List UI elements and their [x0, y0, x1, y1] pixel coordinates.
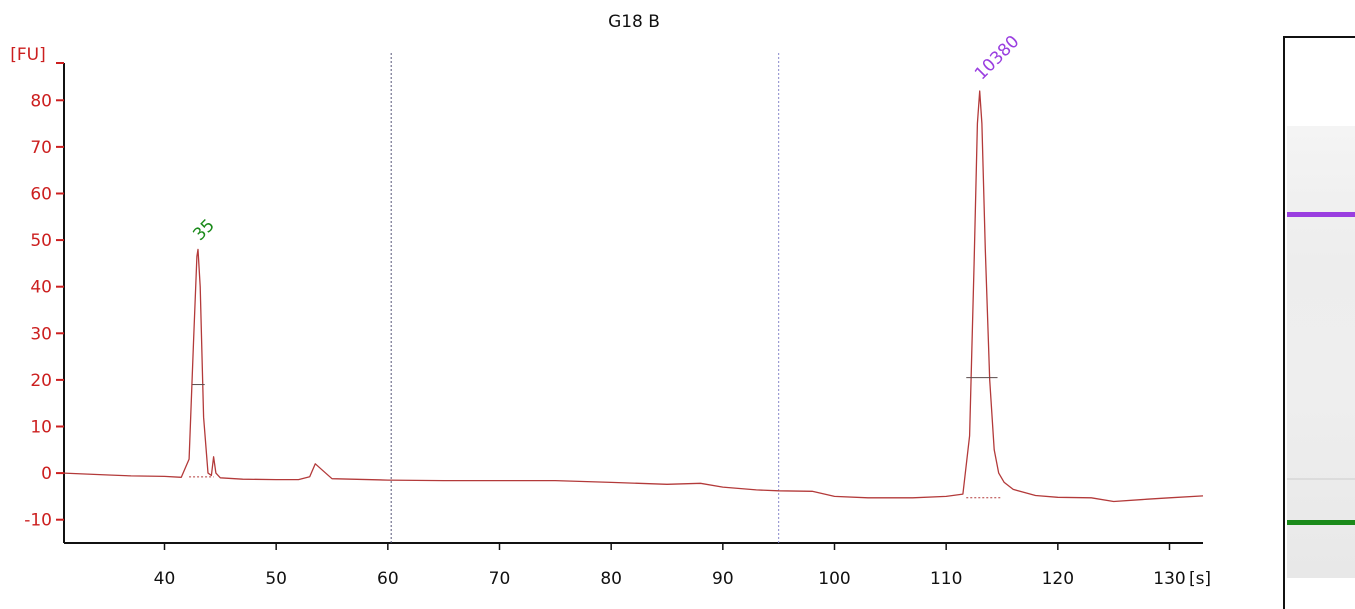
- y-tick-label: 20: [30, 371, 52, 391]
- y-tick-label: 30: [30, 324, 52, 344]
- x-tick-label: 60: [377, 569, 399, 589]
- electropherogram-chart: G18 B [FU] [s] -10 0 10 20 30 40 50 60 70 80 40 50 6…: [10, 12, 1211, 589]
- x-tick-label: 120: [1042, 569, 1074, 589]
- gel-band-upper-marker: [1287, 212, 1355, 217]
- y-tick-label: 50: [30, 231, 52, 251]
- x-tick-label: 80: [600, 569, 622, 589]
- gel-band-lower-marker: [1287, 520, 1355, 525]
- x-tick-label: 70: [489, 569, 511, 589]
- y-tick-label: 80: [30, 91, 52, 111]
- fluorescence-trace: [63, 90, 1204, 503]
- y-axis-unit-label: [FU]: [10, 45, 46, 65]
- gel-lane-background: [1287, 126, 1355, 578]
- y-tick-label: 0: [41, 464, 52, 484]
- x-tick-label: 50: [265, 569, 287, 589]
- gel-faint-band: [1287, 478, 1355, 480]
- chart-title: G18 B: [608, 12, 660, 32]
- y-tick-label: 60: [30, 184, 52, 204]
- y-tick-label: 10: [30, 417, 52, 437]
- y-tick-label: 40: [30, 278, 52, 298]
- x-axis-unit-label: [s]: [1189, 569, 1211, 589]
- x-tick-label: 130: [1153, 569, 1185, 589]
- peak-size-label: 10380: [971, 32, 1023, 84]
- y-tick-label: -10: [24, 511, 52, 531]
- x-tick-label: 110: [930, 569, 962, 589]
- x-tick-label: 100: [818, 569, 850, 589]
- x-tick-label: 40: [154, 569, 176, 589]
- x-tick-label: 90: [712, 569, 734, 589]
- virtual-gel-lane: [1283, 36, 1355, 609]
- peak-size-label: 35: [189, 215, 218, 244]
- y-tick-label: 70: [30, 138, 52, 158]
